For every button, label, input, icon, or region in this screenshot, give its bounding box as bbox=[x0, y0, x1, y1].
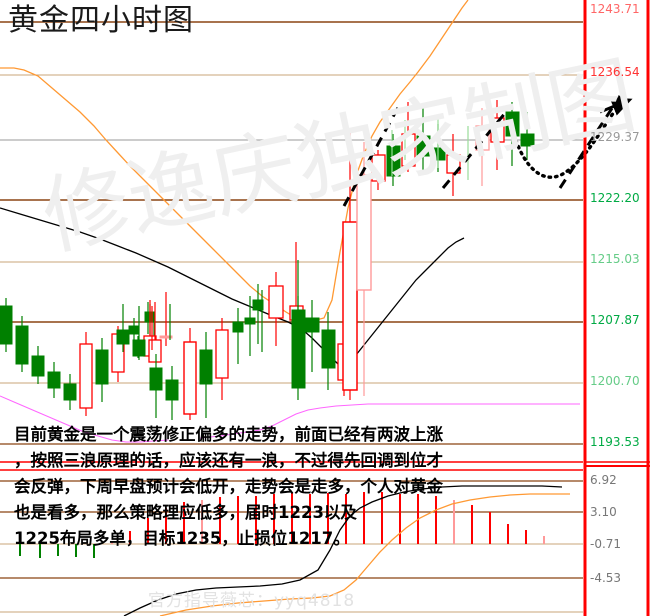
macd-histogram bbox=[19, 492, 545, 558]
commentary-line-2: ，按照三浪原理的话，应该还有一浪，不过得先回调到位才 bbox=[14, 451, 443, 470]
candle bbox=[416, 104, 431, 172]
projection-dotted-curve bbox=[510, 110, 616, 179]
candle bbox=[199, 332, 213, 418]
price-axis-label-1: 1236.54 bbox=[590, 65, 640, 79]
candle bbox=[183, 328, 197, 420]
candle bbox=[232, 308, 244, 364]
candle bbox=[268, 272, 284, 346]
candle bbox=[342, 128, 358, 400]
axis-frame bbox=[583, 0, 650, 616]
ma-pink-line bbox=[0, 395, 169, 443]
commentary-line-5: 1225布局多单，目标1235，止损位1217。 bbox=[14, 529, 350, 548]
page-title: 黄金四小时图 bbox=[8, 3, 194, 38]
panel-separator bbox=[0, 461, 583, 471]
candle bbox=[446, 134, 461, 196]
candlestick-series bbox=[0, 100, 535, 420]
candle bbox=[215, 318, 229, 400]
macd-dif-line bbox=[123, 485, 563, 616]
candle bbox=[371, 150, 386, 190]
candle bbox=[356, 142, 372, 396]
indicator-axis-label-0: 6.92 bbox=[590, 473, 617, 487]
indicator-axis-label-2: -0.71 bbox=[590, 537, 622, 551]
indicator-axis-label-1: 3.10 bbox=[590, 505, 617, 519]
candle bbox=[149, 354, 163, 418]
candle bbox=[159, 292, 173, 346]
price-axis-label-2: 1229.37 bbox=[590, 130, 640, 144]
candle bbox=[165, 366, 179, 420]
candle bbox=[79, 332, 93, 416]
candle bbox=[63, 374, 77, 410]
candle bbox=[252, 284, 264, 344]
candle bbox=[475, 108, 490, 186]
candle bbox=[520, 112, 535, 160]
candle bbox=[386, 134, 401, 186]
candle bbox=[15, 316, 29, 372]
projection-arrow bbox=[599, 97, 633, 116]
candle bbox=[116, 304, 130, 352]
trendline-wave-1 bbox=[342, 103, 402, 207]
price-axis-label-3: 1222.20 bbox=[590, 191, 640, 205]
candle bbox=[321, 312, 336, 390]
price-axis-label-4: 1215.03 bbox=[590, 252, 640, 266]
commentary-line-3: 会反弹，下周早盘预计会低开，走势会是走多，个人对黄金 bbox=[14, 477, 443, 496]
macd-dea-line bbox=[159, 493, 570, 616]
candle bbox=[132, 306, 146, 360]
commentary-line-1: 目前黄金是一个震荡修正偏多的走势，前面已经有两波上涨 bbox=[14, 425, 443, 444]
candle bbox=[505, 102, 520, 166]
ma-pink-line-right bbox=[199, 403, 580, 439]
candle bbox=[31, 346, 45, 384]
price-axis-label-0: 1243.71 bbox=[590, 2, 640, 16]
candle bbox=[148, 302, 162, 363]
commentary-line-4: 也是看多，那么策略理应低多，届时1223以及 bbox=[14, 503, 357, 522]
indicator-axis-label-3: -4.53 bbox=[590, 571, 622, 585]
watermark-contact: 官方指导薇芯：yyq4818 bbox=[148, 591, 356, 611]
candle bbox=[47, 362, 61, 398]
candle bbox=[305, 300, 320, 372]
candle bbox=[291, 296, 306, 400]
price-axis-label-7: 1193.53 bbox=[590, 435, 640, 449]
candle bbox=[244, 296, 256, 356]
projection-path bbox=[510, 97, 633, 179]
candle bbox=[95, 338, 109, 402]
analysis-commentary: 目前黄金是一个震荡修正偏多的走势，前面已经有两波上涨 ，按照三浪原理的话，应该还… bbox=[14, 422, 484, 552]
candle bbox=[0, 298, 13, 352]
price-axis-label-6: 1200.70 bbox=[590, 374, 640, 388]
price-axis-label-5: 1207.87 bbox=[590, 313, 640, 327]
